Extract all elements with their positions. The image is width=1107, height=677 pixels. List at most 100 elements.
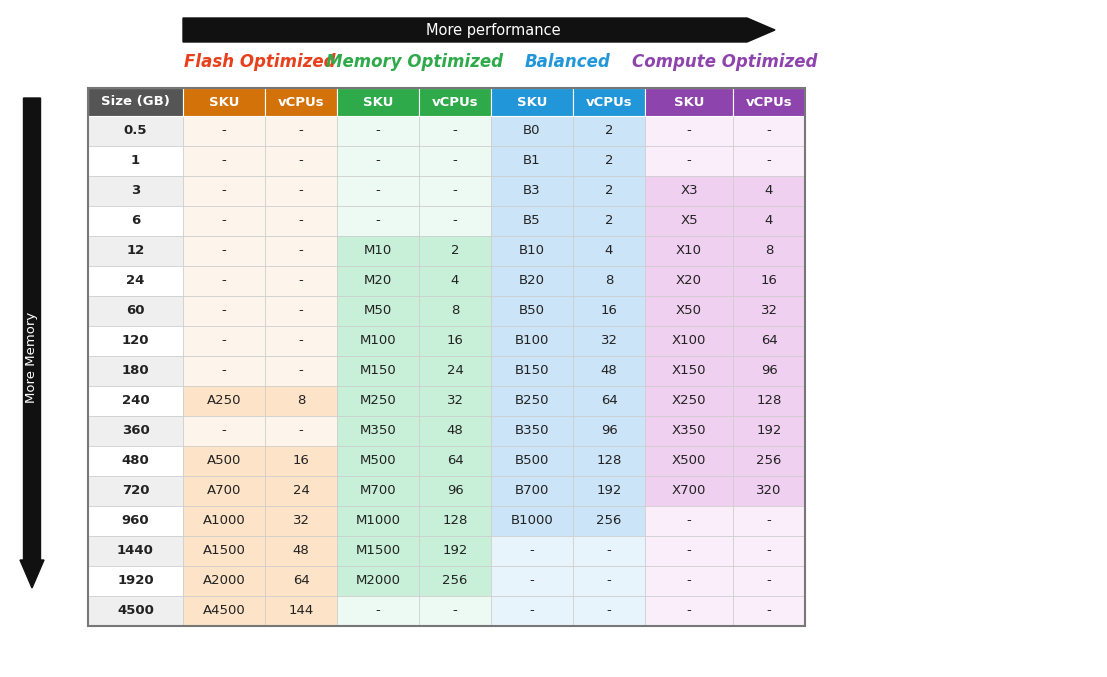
Bar xyxy=(183,416,265,446)
Text: -: - xyxy=(529,544,535,557)
Bar xyxy=(337,206,420,236)
Text: -: - xyxy=(767,605,772,617)
Bar xyxy=(573,176,645,206)
Bar xyxy=(420,116,492,146)
Bar xyxy=(645,476,733,506)
Text: M500: M500 xyxy=(360,454,396,468)
Bar xyxy=(337,476,420,506)
Bar xyxy=(573,206,645,236)
Text: 16: 16 xyxy=(446,334,464,347)
Text: -: - xyxy=(767,154,772,167)
Text: SKU: SKU xyxy=(363,95,393,108)
Bar xyxy=(87,506,183,536)
Bar xyxy=(337,266,420,296)
Text: B350: B350 xyxy=(515,424,549,437)
Text: M1500: M1500 xyxy=(355,544,401,557)
Bar xyxy=(645,176,733,206)
Bar xyxy=(420,506,492,536)
Bar xyxy=(645,206,733,236)
Bar xyxy=(337,326,420,356)
Bar xyxy=(420,266,492,296)
Bar xyxy=(573,296,645,326)
Bar xyxy=(645,266,733,296)
Text: -: - xyxy=(221,364,226,378)
Bar xyxy=(265,416,337,446)
Bar xyxy=(492,326,573,356)
Bar xyxy=(87,266,183,296)
Text: -: - xyxy=(767,515,772,527)
Bar xyxy=(733,236,805,266)
Bar xyxy=(420,296,492,326)
Text: 96: 96 xyxy=(446,485,464,498)
Bar xyxy=(733,536,805,566)
Text: X350: X350 xyxy=(672,424,706,437)
Bar xyxy=(492,176,573,206)
Text: B500: B500 xyxy=(515,454,549,468)
Bar xyxy=(87,88,183,116)
Bar xyxy=(573,88,645,116)
Text: M10: M10 xyxy=(364,244,392,257)
Bar xyxy=(337,236,420,266)
Text: 12: 12 xyxy=(126,244,145,257)
Bar xyxy=(183,296,265,326)
Bar xyxy=(733,206,805,236)
Text: 360: 360 xyxy=(122,424,149,437)
Text: 24: 24 xyxy=(126,274,145,288)
Text: -: - xyxy=(299,154,303,167)
Text: X5: X5 xyxy=(680,215,697,227)
Bar xyxy=(573,416,645,446)
Bar xyxy=(337,596,420,626)
Text: 96: 96 xyxy=(601,424,618,437)
Text: M2000: M2000 xyxy=(355,575,401,588)
Text: A250: A250 xyxy=(207,395,241,408)
Bar xyxy=(420,566,492,596)
Bar xyxy=(183,176,265,206)
Bar xyxy=(492,206,573,236)
Text: 256: 256 xyxy=(756,454,782,468)
Bar xyxy=(265,296,337,326)
Bar xyxy=(337,386,420,416)
Text: 192: 192 xyxy=(597,485,622,498)
Bar xyxy=(87,236,183,266)
Bar xyxy=(420,88,492,116)
Bar xyxy=(87,116,183,146)
Bar xyxy=(492,506,573,536)
Text: Compute Optimized: Compute Optimized xyxy=(632,53,818,71)
Bar xyxy=(645,506,733,536)
Text: A1000: A1000 xyxy=(203,515,246,527)
Text: -: - xyxy=(607,575,611,588)
Text: -: - xyxy=(767,544,772,557)
Text: Flash Optimized: Flash Optimized xyxy=(184,53,335,71)
Text: -: - xyxy=(299,185,303,198)
Text: -: - xyxy=(375,154,381,167)
Bar xyxy=(492,88,573,116)
Bar xyxy=(87,206,183,236)
Bar xyxy=(337,88,420,116)
Text: -: - xyxy=(453,125,457,137)
Bar xyxy=(337,356,420,386)
Text: 60: 60 xyxy=(126,305,145,318)
Text: 64: 64 xyxy=(446,454,464,468)
Text: 320: 320 xyxy=(756,485,782,498)
Bar xyxy=(733,88,805,116)
Bar xyxy=(420,206,492,236)
Text: 48: 48 xyxy=(292,544,309,557)
Bar xyxy=(87,146,183,176)
Bar xyxy=(265,446,337,476)
Text: 720: 720 xyxy=(122,485,149,498)
Text: Memory Optimized: Memory Optimized xyxy=(325,53,503,71)
Text: 32: 32 xyxy=(446,395,464,408)
Bar xyxy=(265,566,337,596)
Text: B1: B1 xyxy=(524,154,541,167)
Bar xyxy=(573,596,645,626)
Bar xyxy=(573,356,645,386)
Bar xyxy=(265,386,337,416)
Bar xyxy=(573,446,645,476)
Text: 16: 16 xyxy=(761,274,777,288)
FancyArrow shape xyxy=(20,98,44,588)
Bar xyxy=(183,356,265,386)
Bar xyxy=(337,296,420,326)
Bar xyxy=(645,446,733,476)
Text: -: - xyxy=(686,544,692,557)
Bar xyxy=(492,476,573,506)
